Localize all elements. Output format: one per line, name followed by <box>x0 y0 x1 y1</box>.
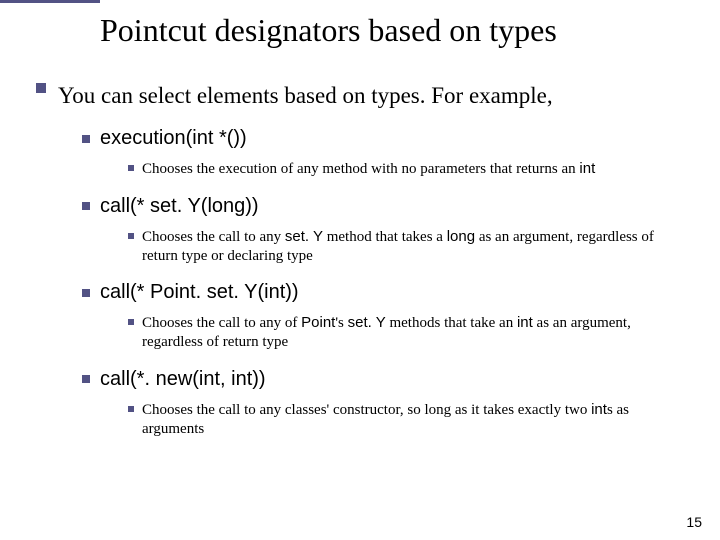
desc-part: Chooses the call to any <box>142 229 285 245</box>
item-heading: call(*. new(int, int)) <box>100 368 684 391</box>
item-desc-text: Chooses the call to any classes' constru… <box>142 401 684 439</box>
desc-code: int <box>591 401 607 418</box>
intro-line: You can select elements based on types. … <box>36 83 684 109</box>
bullet-icon <box>82 289 90 297</box>
slide-content: You can select elements based on types. … <box>0 49 720 438</box>
list-item: call(* Point. set. Y(int)) <box>82 281 684 304</box>
desc-code: set. Y <box>348 314 386 331</box>
desc-code: Point <box>301 314 335 331</box>
item-heading: execution(int *()) <box>100 127 684 150</box>
item-desc-text: Chooses the call to any set. Y method th… <box>142 228 684 266</box>
desc-code: long <box>447 228 475 245</box>
bullet-icon <box>82 202 90 210</box>
item-desc-text: Chooses the execution of any method with… <box>142 160 684 179</box>
page-number: 15 <box>686 514 702 530</box>
bullet-icon <box>128 233 134 239</box>
desc-part: Chooses the call to any classes' constru… <box>142 402 591 418</box>
desc-code: set. Y <box>285 228 323 245</box>
list-item: execution(int *()) <box>82 127 684 150</box>
item-description: Chooses the execution of any method with… <box>128 160 684 179</box>
desc-part: Chooses the call to any of <box>142 315 301 331</box>
bullet-icon <box>36 83 46 93</box>
item-description: Chooses the call to any classes' constru… <box>128 401 684 439</box>
item-description: Chooses the call to any set. Y method th… <box>128 228 684 266</box>
desc-part: methods that take an <box>386 315 517 331</box>
bullet-icon <box>128 406 134 412</box>
desc-code: int <box>517 314 533 331</box>
item-heading: call(* Point. set. Y(int)) <box>100 281 684 304</box>
list-item: call(* set. Y(long)) <box>82 195 684 218</box>
bullet-icon <box>128 319 134 325</box>
item-heading: call(* set. Y(long)) <box>100 195 684 218</box>
intro-text: You can select elements based on types. … <box>58 83 684 109</box>
bullet-icon <box>82 375 90 383</box>
slide-title: Pointcut designators based on types <box>0 0 720 49</box>
bullet-icon <box>82 135 90 143</box>
title-accent-bar <box>0 0 100 3</box>
item-desc-text: Chooses the call to any of Point's set. … <box>142 314 684 352</box>
desc-part: Chooses the execution of any method with… <box>142 161 579 177</box>
desc-part: 's <box>335 315 347 331</box>
bullet-icon <box>128 165 134 171</box>
item-description: Chooses the call to any of Point's set. … <box>128 314 684 352</box>
desc-code: int <box>579 160 595 177</box>
list-item: call(*. new(int, int)) <box>82 368 684 391</box>
desc-part: method that takes a <box>323 229 447 245</box>
